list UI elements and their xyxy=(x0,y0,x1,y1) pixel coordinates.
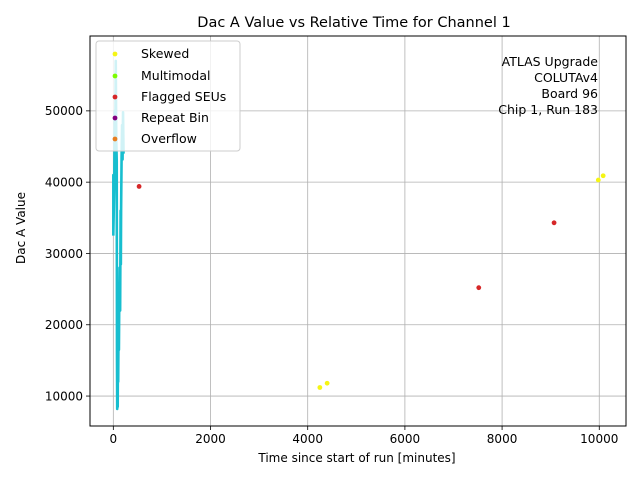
legend-label: Skewed xyxy=(141,46,189,61)
legend-label: Repeat Bin xyxy=(141,110,209,125)
x-tick-label: 0 xyxy=(110,432,118,446)
legend-frame xyxy=(95,40,241,152)
x-axis-label: Time since start of run [minutes] xyxy=(257,451,455,465)
legend-label: Flagged SEUs xyxy=(141,89,226,104)
legend-label: Multimodal xyxy=(141,68,210,83)
annotation-line: Board 96 xyxy=(541,86,598,101)
skewed-point xyxy=(600,173,606,179)
legend-marker-flagged-seus xyxy=(112,94,118,100)
x-tick-label: 2000 xyxy=(195,432,226,446)
x-axis: 0 2000 4000 6000 8000 10000 xyxy=(110,426,618,446)
flagged-seus-point xyxy=(551,220,557,226)
legend-marker-repeat-bin xyxy=(112,115,118,121)
x-tick-label: 10000 xyxy=(580,432,618,446)
y-tick-label: 20000 xyxy=(45,318,83,332)
legend-label: Overflow xyxy=(141,131,197,146)
y-tick-label: 30000 xyxy=(45,247,83,261)
skewed-point xyxy=(324,380,330,386)
legend-marker-multimodal xyxy=(112,73,118,79)
y-tick-label: 50000 xyxy=(45,104,83,118)
chart-title: Dac A Value vs Relative Time for Channel… xyxy=(197,15,510,31)
annotation: ATLAS Upgrade COLUTAv4 Board 96 Chip 1, … xyxy=(498,54,598,117)
legend-marker-skewed xyxy=(112,51,118,57)
x-tick-label: 6000 xyxy=(390,432,421,446)
x-tick-label: 4000 xyxy=(292,432,323,446)
y-tick-label: 10000 xyxy=(45,389,83,403)
x-tick-label: 8000 xyxy=(487,432,518,446)
grid xyxy=(90,36,626,426)
y-tick-label: 40000 xyxy=(45,175,83,189)
y-axis-label: Dac A Value xyxy=(14,192,28,264)
legend-marker-overflow xyxy=(112,136,118,142)
skewed-point xyxy=(595,177,601,183)
annotation-line: Chip 1, Run 183 xyxy=(498,102,598,117)
axes-frame xyxy=(89,35,627,427)
annotation-line: ATLAS Upgrade xyxy=(502,54,599,69)
annotation-line: COLUTAv4 xyxy=(534,70,598,85)
flagged-seus-point xyxy=(136,184,142,189)
y-axis: 10000 20000 30000 40000 50000 xyxy=(45,104,90,403)
skewed-point xyxy=(317,385,323,390)
flagged-seus-point xyxy=(476,285,482,291)
legend: Skewed Multimodal Flagged SEUs Repeat Bi… xyxy=(95,40,241,152)
